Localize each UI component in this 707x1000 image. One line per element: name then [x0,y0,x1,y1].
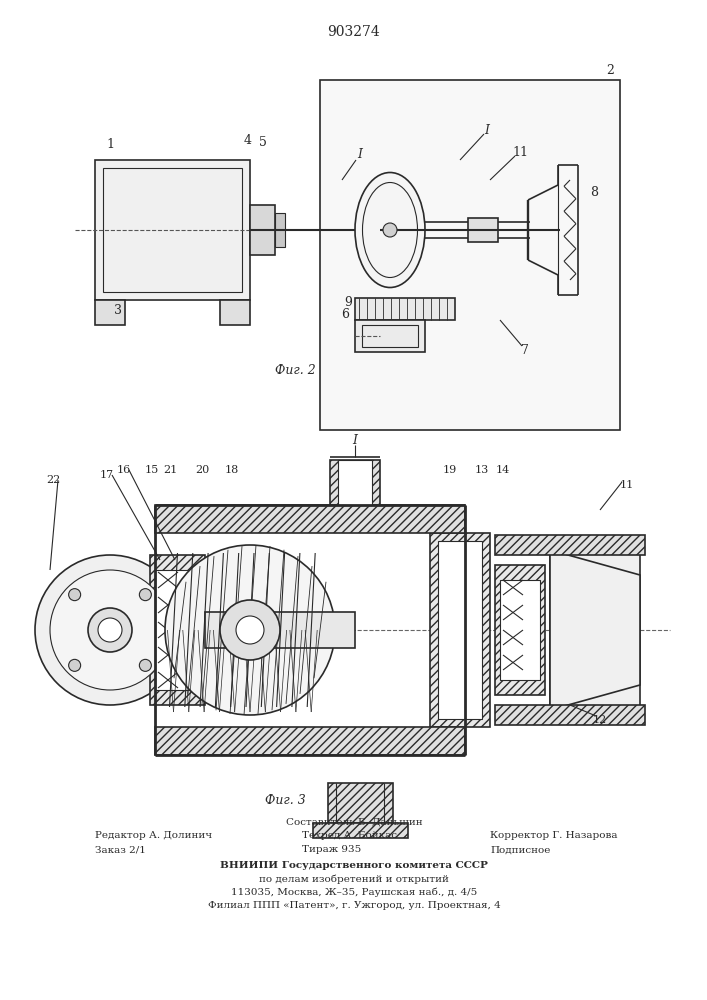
Bar [95,160,250,300]
Text: 9: 9 [344,296,352,308]
Text: Филиал ППП «Патент», г. Ужгород, ул. Проектная, 4: Филиал ППП «Патент», г. Ужгород, ул. Про… [208,900,501,910]
Bar [328,783,393,823]
Text: Заказ 2/1: Заказ 2/1 [95,846,146,854]
Circle shape [88,608,132,652]
Text: 17: 17 [100,470,114,480]
Bar [103,168,242,292]
Text: 15: 15 [145,465,159,475]
Text: 4: 4 [244,133,252,146]
Bar [438,541,482,719]
Text: 113035, Москва, Ж–35, Раушская наб., д. 4/5: 113035, Москва, Ж–35, Раушская наб., д. … [231,887,477,897]
Text: 8: 8 [590,186,598,198]
Bar [155,570,200,690]
Bar [355,298,455,320]
Bar [155,727,465,755]
Text: 3: 3 [114,304,122,316]
Bar [468,218,498,242]
Text: 1: 1 [106,138,114,151]
Text: 11: 11 [512,145,528,158]
Ellipse shape [355,172,425,288]
Bar [495,705,645,725]
Circle shape [98,618,122,642]
Text: Редактор А. Долинич: Редактор А. Долинич [95,832,212,840]
Text: 2: 2 [606,64,614,77]
Text: 5: 5 [259,135,267,148]
Text: Составитель Б. Даньшин: Составитель Б. Даньшин [286,818,422,826]
Bar [155,505,465,533]
Bar [220,300,250,325]
Bar [205,612,355,648]
Bar [338,460,372,505]
Polygon shape [550,550,640,710]
Text: 20: 20 [195,465,209,475]
Circle shape [220,600,280,660]
Text: 22: 22 [46,475,60,485]
Text: ВНИИПИ Государственного комитета СССР: ВНИИПИ Государственного комитета СССР [220,861,488,870]
Text: Тираж 935: Тираж 935 [302,846,361,854]
Text: Фиг. 2: Фиг. 2 [274,363,315,376]
Circle shape [69,589,81,601]
Bar [275,213,285,247]
Bar [500,580,540,680]
Text: 6: 6 [341,308,349,322]
Text: 19: 19 [443,465,457,475]
Text: 12: 12 [593,715,607,725]
Bar [495,565,545,695]
Circle shape [69,659,81,671]
Text: 11: 11 [620,480,634,490]
Text: 903274: 903274 [327,25,380,39]
Bar [330,460,380,505]
Text: Техред А. Бойкас: Техред А. Бойкас [302,832,397,840]
Text: I: I [353,434,358,446]
Bar [320,80,620,430]
Bar [430,533,490,727]
Text: 7: 7 [521,344,529,357]
Bar [355,320,425,352]
Circle shape [236,616,264,644]
Circle shape [139,659,151,671]
Text: I: I [484,123,489,136]
Bar [362,325,418,347]
Bar [95,300,125,325]
Bar [313,823,408,838]
Text: Корректор Г. Назарова: Корректор Г. Назарова [490,832,617,840]
Text: 13: 13 [475,465,489,475]
Text: по делам изобретений и открытий: по делам изобретений и открытий [259,874,449,884]
Text: 21: 21 [163,465,177,475]
Text: Фиг. 3: Фиг. 3 [264,794,305,806]
Circle shape [139,589,151,601]
Text: I: I [358,148,363,161]
Circle shape [383,223,397,237]
Bar [495,535,645,555]
Text: 14: 14 [496,465,510,475]
Bar [250,205,275,255]
Bar [150,555,205,705]
Text: Подписное: Подписное [490,846,550,854]
Circle shape [50,570,170,690]
Circle shape [35,555,185,705]
Bar [550,550,640,710]
Text: 16: 16 [117,465,131,475]
Text: 18: 18 [225,465,239,475]
Circle shape [165,545,335,715]
